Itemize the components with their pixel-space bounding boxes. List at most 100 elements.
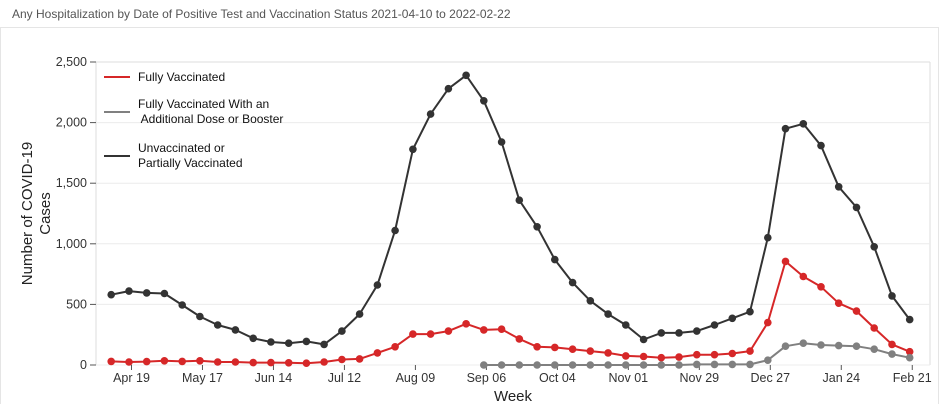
data-point — [817, 341, 825, 349]
legend-label: Fully Vaccinated — [138, 70, 225, 84]
y-axis-title-line: Cases — [37, 192, 54, 235]
data-point — [728, 360, 737, 369]
data-point — [888, 292, 896, 300]
data-point — [213, 321, 222, 329]
data-point — [834, 183, 843, 191]
data-point — [675, 361, 683, 369]
data-point — [444, 327, 453, 335]
data-point — [657, 329, 666, 337]
data-point — [604, 349, 612, 357]
data-point — [302, 337, 311, 346]
data-point — [444, 84, 453, 93]
data-point — [622, 352, 630, 360]
data-point — [160, 357, 169, 365]
title-divider — [0, 27, 939, 28]
data-point — [426, 330, 435, 338]
data-point — [249, 334, 257, 343]
data-point — [622, 321, 630, 329]
data-point — [320, 340, 328, 349]
data-point — [480, 361, 488, 369]
data-point — [639, 335, 648, 344]
data-point — [196, 312, 204, 321]
data-point — [604, 361, 612, 369]
data-point — [888, 350, 896, 358]
data-point — [338, 327, 346, 335]
data-point — [693, 327, 701, 335]
data-point — [462, 71, 470, 80]
data-point — [142, 357, 151, 366]
data-point — [852, 307, 861, 315]
data-point — [586, 361, 595, 369]
legend-label-line: Unvaccinated or — [138, 141, 225, 155]
data-point — [675, 329, 683, 337]
legend: Fully Vaccinated Fully Vaccinated With an… — [104, 70, 283, 170]
data-point — [764, 318, 772, 327]
data-point — [764, 356, 772, 365]
legend-label-line: Partially Vaccinated — [138, 156, 243, 170]
data-point — [249, 358, 257, 367]
data-point — [746, 347, 754, 355]
data-point — [107, 357, 115, 366]
data-point — [852, 342, 861, 351]
legend-label: Fully Vaccinated With an Additional Dose… — [138, 97, 283, 126]
series-line — [111, 260, 911, 365]
data-point — [480, 326, 488, 334]
data-point — [533, 223, 541, 231]
y-tick-label: 0 — [80, 358, 87, 372]
data-point — [622, 361, 630, 369]
x-tick-label: Jun 14 — [255, 371, 293, 385]
data-point — [178, 357, 186, 366]
y-tick-label: 1,000 — [56, 237, 87, 251]
data-point — [107, 290, 115, 299]
data-point — [852, 203, 861, 212]
y-tick-label: 500 — [66, 297, 87, 311]
x-tick-label: Feb 21 — [893, 371, 932, 385]
data-point — [870, 345, 878, 354]
data-point — [551, 361, 559, 369]
series-1 — [107, 257, 914, 368]
data-point — [799, 272, 808, 281]
data-point — [746, 360, 754, 369]
data-point — [125, 287, 133, 295]
data-point — [515, 361, 524, 369]
data-point — [710, 360, 719, 369]
data-point — [302, 359, 311, 368]
data-point — [586, 347, 595, 355]
data-point — [391, 226, 399, 235]
axes: 0 500 1,000 1,500 2,000 2,500 Apr 19 May 17 Jun … — [56, 55, 932, 385]
data-point — [480, 97, 488, 105]
data-point — [710, 321, 719, 329]
legend-label-line: Additional Dose or Booster — [138, 112, 283, 126]
data-point — [231, 326, 240, 334]
data-point — [568, 361, 577, 369]
x-tick-label: Oct 04 — [539, 371, 576, 385]
data-point — [320, 358, 328, 366]
data-point — [799, 339, 808, 348]
data-point — [497, 138, 506, 146]
data-point — [728, 314, 737, 323]
data-point — [781, 257, 790, 266]
data-point — [693, 360, 701, 369]
data-point — [373, 281, 382, 289]
data-point — [728, 349, 737, 358]
data-point — [586, 297, 595, 305]
data-point — [764, 233, 772, 242]
data-point — [746, 307, 754, 316]
data-point — [834, 299, 843, 308]
data-point — [338, 355, 346, 364]
data-point — [391, 343, 399, 351]
y-tick-label: 2,500 — [56, 55, 87, 69]
data-point — [781, 124, 790, 133]
data-point — [355, 355, 364, 363]
data-point — [284, 339, 293, 348]
data-point — [409, 145, 417, 154]
x-tick-label: Nov 29 — [680, 371, 720, 385]
data-point — [568, 278, 577, 287]
chart-title: Any Hospitalization by Date of Positive … — [12, 7, 511, 21]
data-point — [231, 358, 240, 366]
x-tick-label: Sep 06 — [467, 371, 507, 385]
data-point — [125, 358, 133, 366]
x-tick-label: Dec 27 — [750, 371, 790, 385]
x-tick-label: Jan 24 — [823, 371, 861, 385]
data-point — [497, 325, 506, 334]
